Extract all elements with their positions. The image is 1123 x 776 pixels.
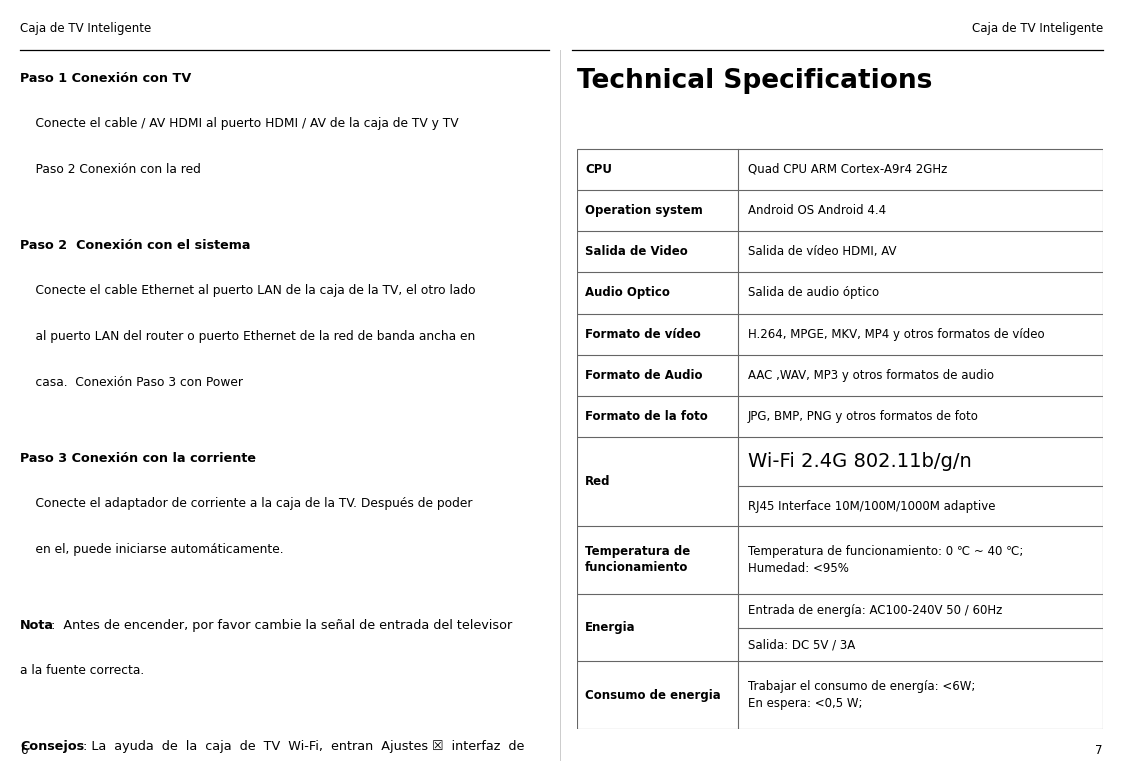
Text: :  Antes de encender, por favor cambie la señal de entrada del televisor: : Antes de encender, por favor cambie la… [47,618,513,632]
Text: Paso 2  Conexión con el sistema: Paso 2 Conexión con el sistema [20,239,250,251]
Text: Wi-Fi 2.4G 802.11b/g/n: Wi-Fi 2.4G 802.11b/g/n [748,452,971,471]
Text: Caja de TV Inteligente: Caja de TV Inteligente [971,22,1103,35]
Text: Formato de la foto: Formato de la foto [585,410,707,423]
Text: RJ45 Interface 10M/100M/1000M adaptive: RJ45 Interface 10M/100M/1000M adaptive [748,500,995,512]
Text: Formato de vídeo: Formato de vídeo [585,327,701,341]
Text: a la fuente correcta.: a la fuente correcta. [20,664,145,677]
Text: Trabajar el consumo de energía: <6W;
En espera: <0,5 W;: Trabajar el consumo de energía: <6W; En … [748,681,976,711]
Text: Salida de vídeo HDMI, AV: Salida de vídeo HDMI, AV [748,245,896,258]
Text: Audio Optico: Audio Optico [585,286,670,300]
Text: Nota: Nota [20,618,54,632]
Text: Salida de Video: Salida de Video [585,245,688,258]
Text: Salida de audio óptico: Salida de audio óptico [748,286,879,300]
Text: Conecte el adaptador de corriente a la caja de la TV. Después de poder: Conecte el adaptador de corriente a la c… [20,497,473,510]
Text: H.264, MPGE, MKV, MP4 y otros formatos de vídeo: H.264, MPGE, MKV, MP4 y otros formatos d… [748,327,1044,341]
Text: casa.  Conexión Paso 3 con Power: casa. Conexión Paso 3 con Power [20,376,244,389]
Text: Conecte el cable Ethernet al puerto LAN de la caja de la TV, el otro lado: Conecte el cable Ethernet al puerto LAN … [20,285,476,297]
Text: Salida: DC 5V / 3A: Salida: DC 5V / 3A [748,638,856,651]
Text: Paso 3 Conexión con la corriente: Paso 3 Conexión con la corriente [20,452,256,465]
Text: Consejos: Consejos [20,740,84,753]
Text: Paso 2 Conexión con la red: Paso 2 Conexión con la red [20,163,201,176]
Text: 7: 7 [1095,743,1103,757]
Text: AAC ,WAV, MP3 y otros formatos de audio: AAC ,WAV, MP3 y otros formatos de audio [748,369,994,382]
Text: Consumo de energia: Consumo de energia [585,689,721,702]
Text: Temperatura de funcionamiento: 0 ℃ ~ 40 ℃;
Humedad: <95%: Temperatura de funcionamiento: 0 ℃ ~ 40 … [748,545,1023,574]
Text: Temperatura de
funcionamiento: Temperatura de funcionamiento [585,545,691,574]
Text: Operation system: Operation system [585,204,703,217]
Text: : La  ayuda  de  la  caja  de  TV  Wi-Fi,  entran  Ajustes ☒  interfaz  de: : La ayuda de la caja de TV Wi-Fi, entra… [74,740,524,753]
Text: Android OS Android 4.4: Android OS Android 4.4 [748,204,886,217]
Text: en el, puede iniciarse automáticamente.: en el, puede iniciarse automáticamente. [20,543,284,556]
Text: Formato de Audio: Formato de Audio [585,369,703,382]
Text: Red: Red [585,475,611,488]
Text: al puerto LAN del router o puerto Ethernet de la red de banda ancha en: al puerto LAN del router o puerto Ethern… [20,330,475,343]
Text: 6: 6 [20,743,28,757]
Text: Paso 1 Conexión con TV: Paso 1 Conexión con TV [20,71,191,85]
Text: Conecte el cable / AV HDMI al puerto HDMI / AV de la caja de TV y TV: Conecte el cable / AV HDMI al puerto HDM… [20,117,459,130]
Text: JPG, BMP, PNG y otros formatos de foto: JPG, BMP, PNG y otros formatos de foto [748,410,979,423]
Text: Energia: Energia [585,621,636,634]
Text: Entrada de energía: AC100-240V 50 / 60Hz: Entrada de energía: AC100-240V 50 / 60Hz [748,604,1003,617]
Text: Quad CPU ARM Cortex-A9r4 2GHz: Quad CPU ARM Cortex-A9r4 2GHz [748,163,948,176]
Text: Caja de TV Inteligente: Caja de TV Inteligente [20,22,152,35]
Text: CPU: CPU [585,163,612,176]
Text: Technical Specifications: Technical Specifications [577,68,932,94]
Bar [577,149,1103,729]
